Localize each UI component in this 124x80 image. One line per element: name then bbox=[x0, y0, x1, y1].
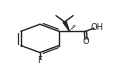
Polygon shape bbox=[63, 22, 69, 31]
Text: O: O bbox=[83, 37, 89, 46]
Text: F: F bbox=[37, 56, 42, 65]
Text: OH: OH bbox=[91, 23, 104, 32]
